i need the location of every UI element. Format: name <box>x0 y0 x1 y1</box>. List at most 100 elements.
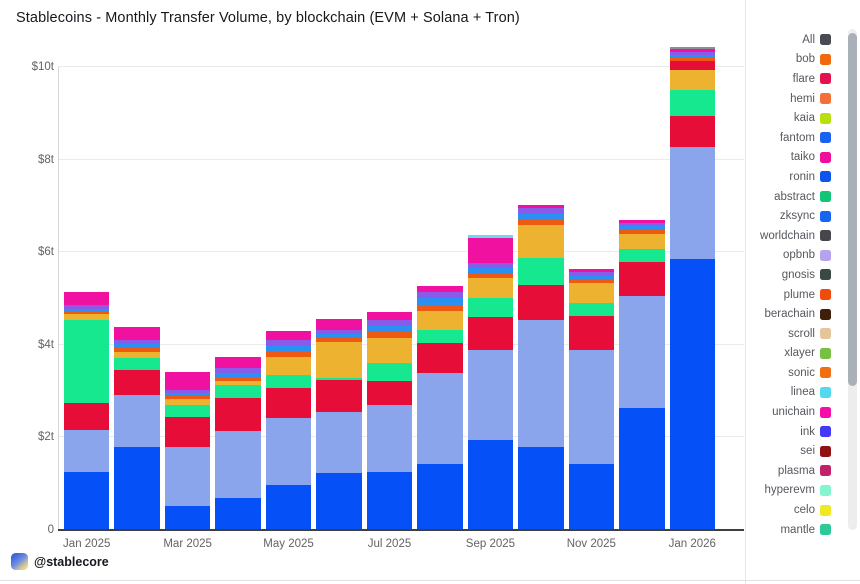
bar-segment-segment-blue[interactable] <box>568 463 615 530</box>
bar-segment-segment-blue[interactable] <box>518 447 564 530</box>
legend-item-gnosis[interactable]: gnosis <box>746 265 846 285</box>
bar-segment-stripe-sky-blue[interactable] <box>215 372 261 377</box>
bar-segment-segment-magenta[interactable] <box>417 286 463 292</box>
legend-item-taiko[interactable]: taiko <box>746 148 846 168</box>
bar-segment-segment-amber[interactable] <box>64 314 110 321</box>
bar-segment-segment-blue[interactable] <box>366 472 413 530</box>
bar-segment-stripe-sky-blue[interactable] <box>265 345 312 352</box>
bar-segment-segment-light-blue[interactable] <box>265 418 312 486</box>
bar-segment-segment-red[interactable] <box>164 417 211 448</box>
bar-segment-stripe-sky-blue[interactable] <box>467 268 514 274</box>
bar-segment-stripe-violet[interactable] <box>669 51 716 55</box>
bar-segment-stripe-violet[interactable] <box>215 367 261 373</box>
bar-segment-stripe-orange[interactable] <box>619 230 665 234</box>
bar-segment-stripe-orange[interactable] <box>669 57 716 62</box>
bar-segment-stripe-violet[interactable] <box>64 305 110 309</box>
bar-segment-stripe-orange[interactable] <box>467 273 514 278</box>
bar-jul-2025[interactable] <box>366 311 413 530</box>
bar-segment-segment-blue[interactable] <box>316 473 362 530</box>
legend-item-berachain[interactable]: berachain <box>746 304 846 324</box>
bar-segment-segment-amber[interactable] <box>518 225 564 259</box>
bar-segment-stripe-sky-blue[interactable] <box>619 226 665 231</box>
bar-segment-segment-green[interactable] <box>164 405 211 418</box>
bar-segment-stripe-violet[interactable] <box>366 319 413 326</box>
bar-segment-segment-magenta[interactable] <box>619 219 665 223</box>
legend-item-all[interactable]: All <box>746 30 846 50</box>
bar-segment-stripe-sky-blue[interactable] <box>417 298 463 305</box>
bar-segment-segment-blue[interactable] <box>467 440 514 530</box>
bar-segment-stripe-sky-blue[interactable] <box>164 393 211 397</box>
bar-segment-segment-red[interactable] <box>467 316 514 351</box>
bar-segment-segment-blue[interactable] <box>164 505 211 530</box>
bar-segment-segment-green[interactable] <box>568 303 615 317</box>
bar-segment-segment-red[interactable] <box>669 116 716 148</box>
legend-item-plasma[interactable]: plasma <box>746 461 846 481</box>
bar-segment-segment-magenta[interactable] <box>366 311 413 320</box>
bar-segment-segment-blue[interactable] <box>669 259 716 530</box>
bar-segment-stripe-sky-blue[interactable] <box>518 214 564 220</box>
bar-segment-segment-magenta[interactable] <box>467 237 514 263</box>
bar-segment-stripe-sky-blue[interactable] <box>316 333 362 339</box>
bar-segment-stripe-violet[interactable] <box>619 222 665 227</box>
bar-segment-segment-amber[interactable] <box>417 311 463 330</box>
bar-segment-segment-blue[interactable] <box>417 463 463 530</box>
bar-segment-stripe-orange[interactable] <box>215 376 261 381</box>
bar-dec-2025[interactable] <box>619 219 665 530</box>
bar-segment-segment-amber[interactable] <box>669 70 716 91</box>
legend-item-unichain[interactable]: unichain <box>746 402 846 422</box>
bar-segment-segment-blue[interactable] <box>619 408 665 530</box>
bar-segment-segment-blue[interactable] <box>215 498 261 530</box>
bar-segment-segment-green[interactable] <box>215 385 261 399</box>
bar-segment-segment-amber[interactable] <box>114 351 160 358</box>
bar-segment-stripe-orange[interactable] <box>518 219 564 226</box>
bar-segment-stripe-sky-blue[interactable] <box>114 343 160 349</box>
bar-segment-segment-light-blue[interactable] <box>619 296 665 409</box>
bar-segment-segment-light-blue[interactable] <box>669 147 716 260</box>
bar-segment-segment-green[interactable] <box>467 297 514 317</box>
legend-item-xlayer[interactable]: xlayer <box>746 344 846 364</box>
bar-segment-segment-red[interactable] <box>114 369 160 395</box>
bar-segment-segment-amber[interactable] <box>619 233 665 249</box>
bar-segment-segment-light-blue[interactable] <box>316 412 362 474</box>
bar-segment-segment-red[interactable] <box>64 403 110 431</box>
bar-segment-segment-light-blue[interactable] <box>215 431 261 499</box>
legend-item-ronin[interactable]: ronin <box>746 167 846 187</box>
bar-segment-segment-red[interactable] <box>366 380 413 406</box>
bar-segment-stripe-orange[interactable] <box>366 331 413 338</box>
bar-segment-stripe-violet[interactable] <box>467 262 514 269</box>
bar-segment-stripe-sky-blue[interactable] <box>669 54 716 58</box>
bar-segment-segment-amber[interactable] <box>164 399 211 406</box>
bar-segment-stripe-violet[interactable] <box>568 272 615 276</box>
bar-nov-2025[interactable] <box>568 269 615 530</box>
bar-segment-stripe-orange[interactable] <box>568 279 615 284</box>
legend-item-mantle[interactable]: mantle <box>746 520 846 540</box>
bar-segment-segment-light-blue[interactable] <box>568 349 615 464</box>
bar-segment-segment-light-blue[interactable] <box>114 394 160 447</box>
bar-segment-segment-green[interactable] <box>64 320 110 404</box>
legend-item-fantom[interactable]: fantom <box>746 128 846 148</box>
bar-segment-segment-light-blue[interactable] <box>64 430 110 473</box>
bar-segment-segment-amber[interactable] <box>467 277 514 298</box>
legend-item-abstract[interactable]: abstract <box>746 187 846 207</box>
bar-segment-segment-green[interactable] <box>417 329 463 343</box>
legend-item-opbnb[interactable]: opbnb <box>746 246 846 266</box>
bar-segment-segment-light-blue[interactable] <box>366 405 413 473</box>
bar-segment-segment-amber[interactable] <box>265 356 312 375</box>
bar-feb-2025[interactable] <box>114 326 160 530</box>
bar-segment-segment-magenta[interactable] <box>215 356 261 368</box>
legend-item-sei[interactable]: sei <box>746 441 846 461</box>
bar-segment-stripe-violet[interactable] <box>316 329 362 334</box>
legend-item-bob[interactable]: bob <box>746 50 846 70</box>
legend-item-linea[interactable]: linea <box>746 383 846 403</box>
bar-segment-segment-magenta[interactable] <box>316 319 362 330</box>
bar-segment-segment-amber[interactable] <box>366 337 413 363</box>
bar-segment-stripe-sky-blue[interactable] <box>64 308 110 312</box>
bar-segment-stripe-orange[interactable] <box>164 396 211 400</box>
bar-segment-segment-amber[interactable] <box>568 283 615 304</box>
bar-segment-segment-blue[interactable] <box>64 472 110 530</box>
bar-aug-2025[interactable] <box>417 286 463 530</box>
bar-sep-2025[interactable] <box>467 235 514 530</box>
bar-segment-segment-red[interactable] <box>619 262 665 297</box>
bar-segment-segment-light-blue[interactable] <box>417 372 463 464</box>
bar-segment-stripe-orange[interactable] <box>64 311 110 315</box>
